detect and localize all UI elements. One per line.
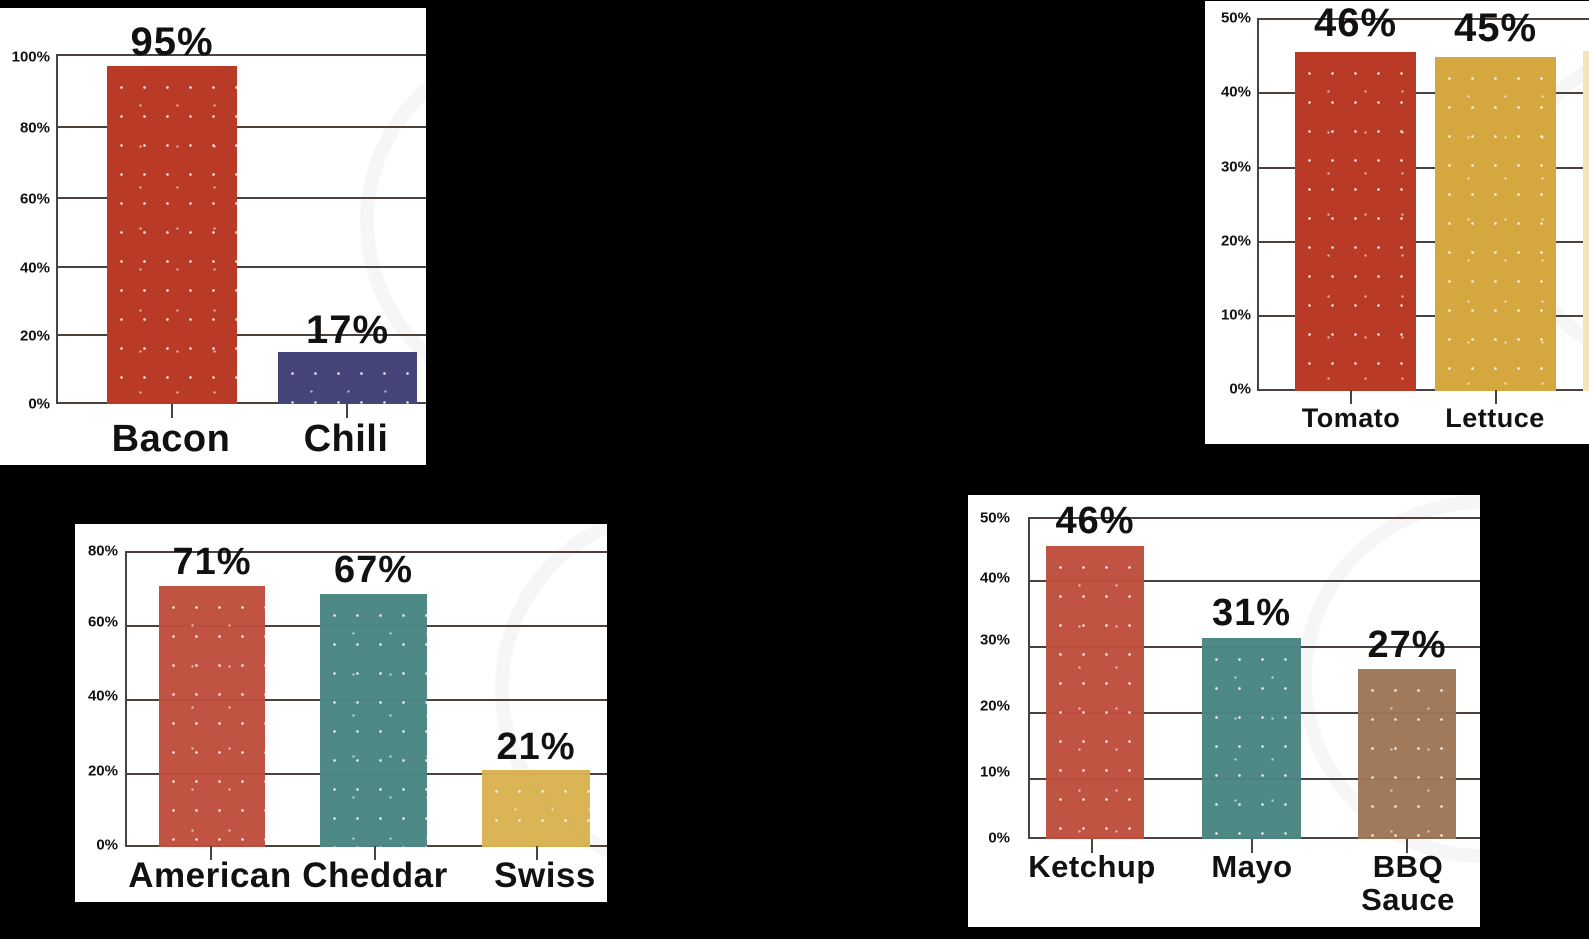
- x-tick: [1251, 839, 1253, 853]
- y-tick-label: 40%: [1220, 83, 1251, 101]
- bar-value-label: 46%: [1313, 1, 1398, 45]
- gridline: [56, 197, 426, 199]
- x-category-label: BBQ Sauce: [1338, 849, 1478, 917]
- bar-value-label: 71%: [172, 541, 252, 583]
- x-tick: [1350, 390, 1352, 404]
- gridline: [1257, 18, 1589, 20]
- x-category-label: Cheddar: [302, 856, 448, 895]
- gridline: [56, 334, 426, 336]
- bar-mayo: [1202, 638, 1301, 839]
- x-category-label: Tomato: [1301, 403, 1401, 433]
- gridline: [1028, 580, 1480, 582]
- y-tick-label: 40%: [19, 259, 50, 277]
- chart-veggies-panel: 50% 40% 30% 20% 10% 0% 46% 45% Tomato Le…: [1205, 1, 1589, 444]
- bar-cropped: [1583, 51, 1589, 391]
- x-category-label: Chili: [303, 418, 389, 460]
- bar-cheddar: [320, 594, 427, 847]
- bar-tomato: [1295, 52, 1416, 391]
- x-category-label: Swiss: [494, 856, 596, 895]
- gridline: [1028, 517, 1480, 519]
- bar-value-label: 45%: [1453, 6, 1538, 50]
- y-tick-label: 50%: [979, 509, 1010, 527]
- bar-american: [159, 586, 265, 847]
- x-tick: [1091, 839, 1093, 853]
- x-axis: [56, 402, 426, 404]
- y-tick-label: 20%: [87, 762, 118, 780]
- bar-value-label: 27%: [1367, 624, 1447, 666]
- y-axis: [1028, 517, 1030, 839]
- bar-chili: [278, 352, 417, 404]
- y-tick-label: 40%: [87, 687, 118, 705]
- gridline: [1257, 92, 1589, 94]
- y-tick-label: 10%: [979, 763, 1010, 781]
- x-category-label: Lettuce: [1445, 403, 1545, 433]
- y-tick-label: 60%: [19, 190, 50, 208]
- gridline: [1257, 315, 1589, 317]
- y-tick-label: 80%: [87, 542, 118, 560]
- x-category-label: Mayo: [1211, 849, 1293, 884]
- bar-swiss: [482, 770, 590, 847]
- y-tick-label: 0%: [28, 395, 50, 413]
- y-tick-label: 100%: [11, 48, 50, 66]
- x-tick: [1495, 390, 1497, 404]
- x-tick: [346, 404, 348, 418]
- y-tick-label: 30%: [979, 631, 1010, 649]
- x-category-label-line1: BBQ: [1372, 849, 1444, 884]
- y-tick-label: 0%: [1229, 380, 1251, 398]
- plot-area: [1028, 517, 1480, 839]
- bar-lettuce: [1435, 57, 1556, 391]
- y-tick-label: 20%: [1220, 232, 1251, 250]
- y-axis: [56, 54, 58, 404]
- x-axis: [1257, 389, 1589, 391]
- bar-bacon: [107, 66, 237, 404]
- gridline: [125, 551, 607, 553]
- bar-bbq-sauce: [1358, 669, 1456, 839]
- bar-value-label: 46%: [1055, 500, 1135, 542]
- bar-value-label: 21%: [496, 726, 576, 768]
- plot-area: [56, 54, 426, 404]
- y-tick-label: 40%: [979, 569, 1010, 587]
- y-tick-label: 80%: [19, 119, 50, 137]
- chart-toppings-panel: 100% 80% 60% 40% 20% 0% 95% 17% Bacon Ch…: [0, 8, 426, 465]
- x-tick: [1406, 839, 1408, 853]
- y-tick-label: 0%: [988, 829, 1010, 847]
- chart-sauces-panel: 50% 40% 30% 20% 10% 0% 46% 31% 27% Ketch…: [968, 495, 1480, 927]
- bar-value-label: 31%: [1211, 592, 1292, 634]
- gridline: [1257, 241, 1589, 243]
- y-axis: [1257, 18, 1259, 391]
- y-tick-label: 20%: [19, 327, 50, 345]
- gridline: [1257, 167, 1589, 169]
- y-tick-label: 20%: [979, 697, 1010, 715]
- y-tick-label: 0%: [96, 836, 118, 854]
- x-category-label: American: [128, 856, 292, 895]
- y-tick-label: 10%: [1220, 306, 1251, 324]
- y-tick-label: 30%: [1220, 158, 1251, 176]
- x-tick: [536, 846, 538, 860]
- gridline: [56, 266, 426, 268]
- x-category-label-line2: Sauce: [1361, 881, 1455, 917]
- plot-area: [1257, 18, 1589, 391]
- bar-ketchup: [1046, 546, 1144, 839]
- bar-value-label: 67%: [333, 549, 414, 591]
- x-category-label: Bacon: [111, 418, 231, 460]
- x-tick: [171, 404, 173, 418]
- bar-value-label: 17%: [305, 308, 390, 352]
- gridline: [56, 126, 426, 128]
- x-tick: [210, 846, 212, 860]
- plot-area: [125, 551, 607, 847]
- y-tick-label: 50%: [1220, 9, 1251, 27]
- y-tick-label: 60%: [87, 613, 118, 631]
- gridline: [56, 54, 426, 56]
- x-category-label: Ketchup: [1028, 849, 1156, 884]
- bar-value-label: 95%: [130, 20, 214, 64]
- chart-cheese-panel: 80% 60% 40% 20% 0% 71% 67% 21% American …: [75, 524, 607, 902]
- x-tick: [374, 846, 376, 860]
